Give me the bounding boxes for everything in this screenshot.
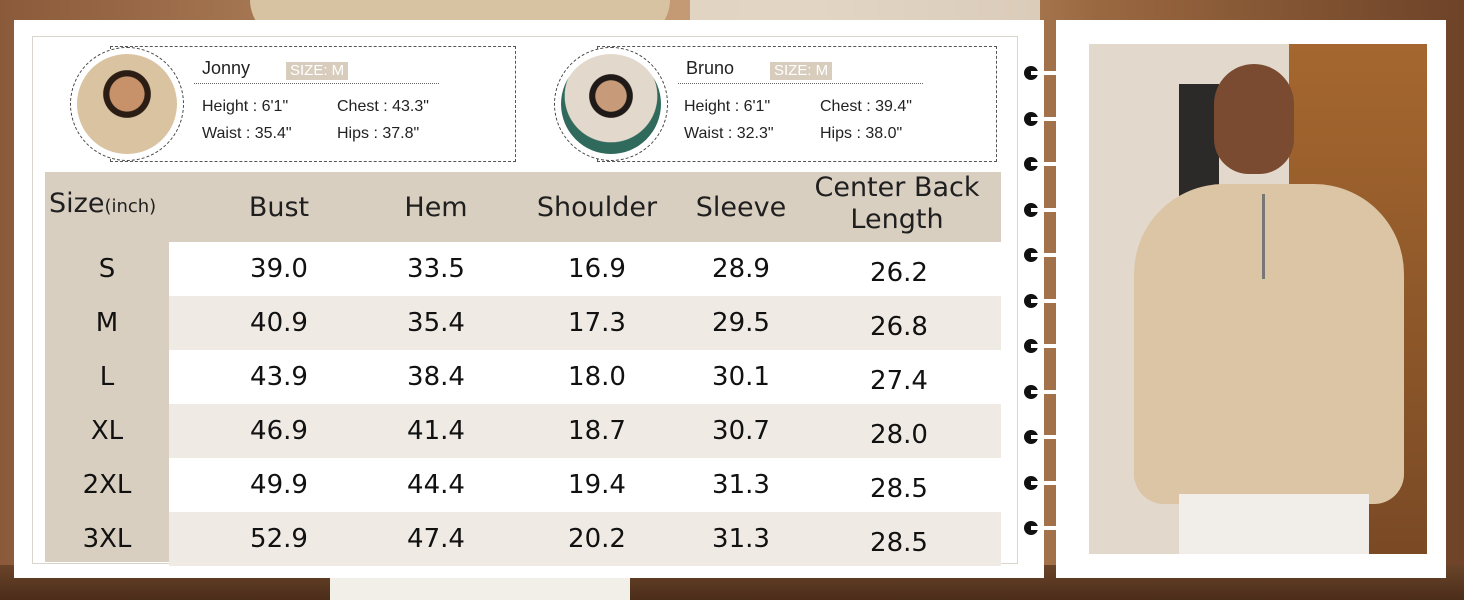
table-row	[169, 512, 1001, 566]
ring-wire	[1031, 435, 1071, 439]
table-header	[45, 172, 1001, 242]
cell-sleeve: 30.1	[712, 362, 770, 392]
cell-cbl: 28.5	[870, 528, 928, 558]
cell-hem: 47.4	[407, 524, 465, 554]
cell-bust: 43.9	[250, 362, 308, 392]
ring-wire	[1031, 298, 1071, 303]
table-row	[169, 404, 1001, 458]
table-row	[169, 350, 1001, 404]
cell-sleeve: 31.3	[712, 524, 770, 554]
model-size-tag: SIZE: M	[770, 62, 833, 80]
cell-bust: 40.9	[250, 308, 308, 338]
row-size: 3XL	[82, 524, 132, 554]
row-size: XL	[90, 416, 124, 446]
photo-pants	[1179, 494, 1369, 554]
cell-hem: 44.4	[407, 470, 465, 500]
cell-cbl: 28.5	[870, 474, 928, 504]
cell-shoulder: 20.2	[568, 524, 626, 554]
cell-shoulder: 18.7	[568, 416, 626, 446]
model-avatar-bruno	[561, 54, 661, 154]
size-table: Size(inch) Bust Hem Shoulder Sleeve Cent…	[45, 172, 1001, 566]
model-name: Bruno	[686, 58, 735, 78]
header-size-label: Size	[49, 188, 105, 219]
header-cbl-line1: Center Back	[814, 172, 980, 203]
ring-wire	[1031, 253, 1071, 257]
model-waist: Waist : 32.3"	[684, 125, 774, 142]
header-size: Size(inch)	[49, 188, 156, 223]
model-hips: Hips : 38.0"	[820, 125, 903, 142]
header-bust: Bust	[248, 192, 310, 223]
model-name: Jonny	[202, 58, 251, 78]
model-avatar-frame	[554, 47, 668, 161]
model-waist: Waist : 35.4"	[202, 125, 292, 142]
size-column	[45, 242, 169, 562]
cell-bust: 49.9	[250, 470, 308, 500]
row-size: M	[95, 308, 119, 338]
cell-bust: 52.9	[250, 524, 308, 554]
header-size-unit: (inch)	[104, 196, 157, 217]
product-photo	[1089, 44, 1427, 554]
cell-bust: 39.0	[250, 254, 308, 284]
header-hem: Hem	[404, 192, 468, 223]
ring-wire	[1031, 480, 1071, 485]
model-height: Height : 6'1"	[202, 98, 289, 115]
cell-sleeve: 28.9	[712, 254, 770, 284]
table-row	[169, 242, 1001, 296]
cell-cbl: 26.8	[870, 312, 928, 342]
photo-zipper	[1262, 194, 1265, 279]
model-avatar-jonny	[77, 54, 177, 154]
cell-hem: 38.4	[407, 362, 465, 392]
model-hips: Hips : 37.8"	[337, 125, 420, 142]
cell-hem: 35.4	[407, 308, 465, 338]
table-row	[169, 458, 1001, 512]
cell-shoulder: 19.4	[568, 470, 626, 500]
header-shoulder: Shoulder	[536, 192, 658, 223]
header-sleeve: Sleeve	[695, 192, 787, 223]
divider-line	[194, 83, 439, 84]
model-avatar-frame	[70, 47, 184, 161]
ring-wire	[1031, 389, 1071, 394]
cell-hem: 41.4	[407, 416, 465, 446]
photo-model-head	[1214, 64, 1294, 174]
ring-wire	[1031, 207, 1071, 212]
photo-sweater	[1134, 184, 1404, 504]
cell-shoulder: 17.3	[568, 308, 626, 338]
model-chest: Chest : 43.3"	[337, 98, 429, 115]
row-size: L	[99, 362, 115, 392]
product-photo-card	[1056, 20, 1446, 578]
cell-bust: 46.9	[250, 416, 308, 446]
cell-hem: 33.5	[407, 254, 465, 284]
header-center-back-length: Center Back Length	[809, 172, 985, 236]
model-chest: Chest : 39.4"	[820, 98, 912, 115]
row-size: 2XL	[82, 470, 132, 500]
cell-shoulder: 18.0	[568, 362, 626, 392]
ring-wire	[1031, 344, 1071, 348]
cell-cbl: 26.2	[870, 258, 928, 288]
header-cbl-line2: Length	[850, 204, 944, 235]
ring-wire	[1031, 71, 1071, 75]
ring-wire	[1031, 116, 1071, 121]
cell-cbl: 28.0	[870, 420, 928, 450]
cell-shoulder: 16.9	[568, 254, 626, 284]
row-size: S	[98, 254, 116, 284]
divider-line	[678, 83, 923, 84]
model-size-tag: SIZE: M	[286, 62, 349, 80]
table-row	[169, 296, 1001, 350]
cell-cbl: 27.4	[870, 366, 928, 396]
ring-wire	[1031, 162, 1071, 166]
ring-wire	[1031, 526, 1071, 530]
model-height: Height : 6'1"	[684, 98, 771, 115]
cell-sleeve: 30.7	[712, 416, 770, 446]
cell-sleeve: 31.3	[712, 470, 770, 500]
cell-sleeve: 29.5	[712, 308, 770, 338]
